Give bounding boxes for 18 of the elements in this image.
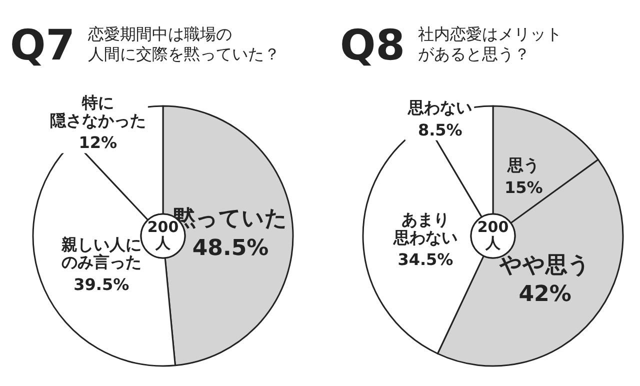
data-label: 15% [504,178,543,197]
slice-label: 思う [506,156,540,175]
chart-subtitle: 恋愛期間中は職場の人間に交際を黙っていた？ [87,24,280,64]
data-label: 48.5% [192,236,269,261]
slice-label: やや思う [498,252,591,278]
data-label: 39.5% [74,274,130,294]
chart-title: Q8 [340,20,405,70]
slice-label: 特に隠さなかった [50,93,146,130]
chart-title: Q7 [10,20,75,70]
data-label: 34.5% [398,250,454,270]
text: 200 人 [477,218,509,252]
chart-subtitle: 社内恋愛はメリットがあると思う？ [418,24,562,64]
data-label: 42% [518,282,572,308]
slice-label: 思わない [407,98,472,117]
slice-label: あまり思わない [392,210,458,247]
data-label: 8.5% [418,120,462,140]
slice-label: 親しい人にのみ言った [60,234,142,272]
data-label: 12% [78,133,118,152]
